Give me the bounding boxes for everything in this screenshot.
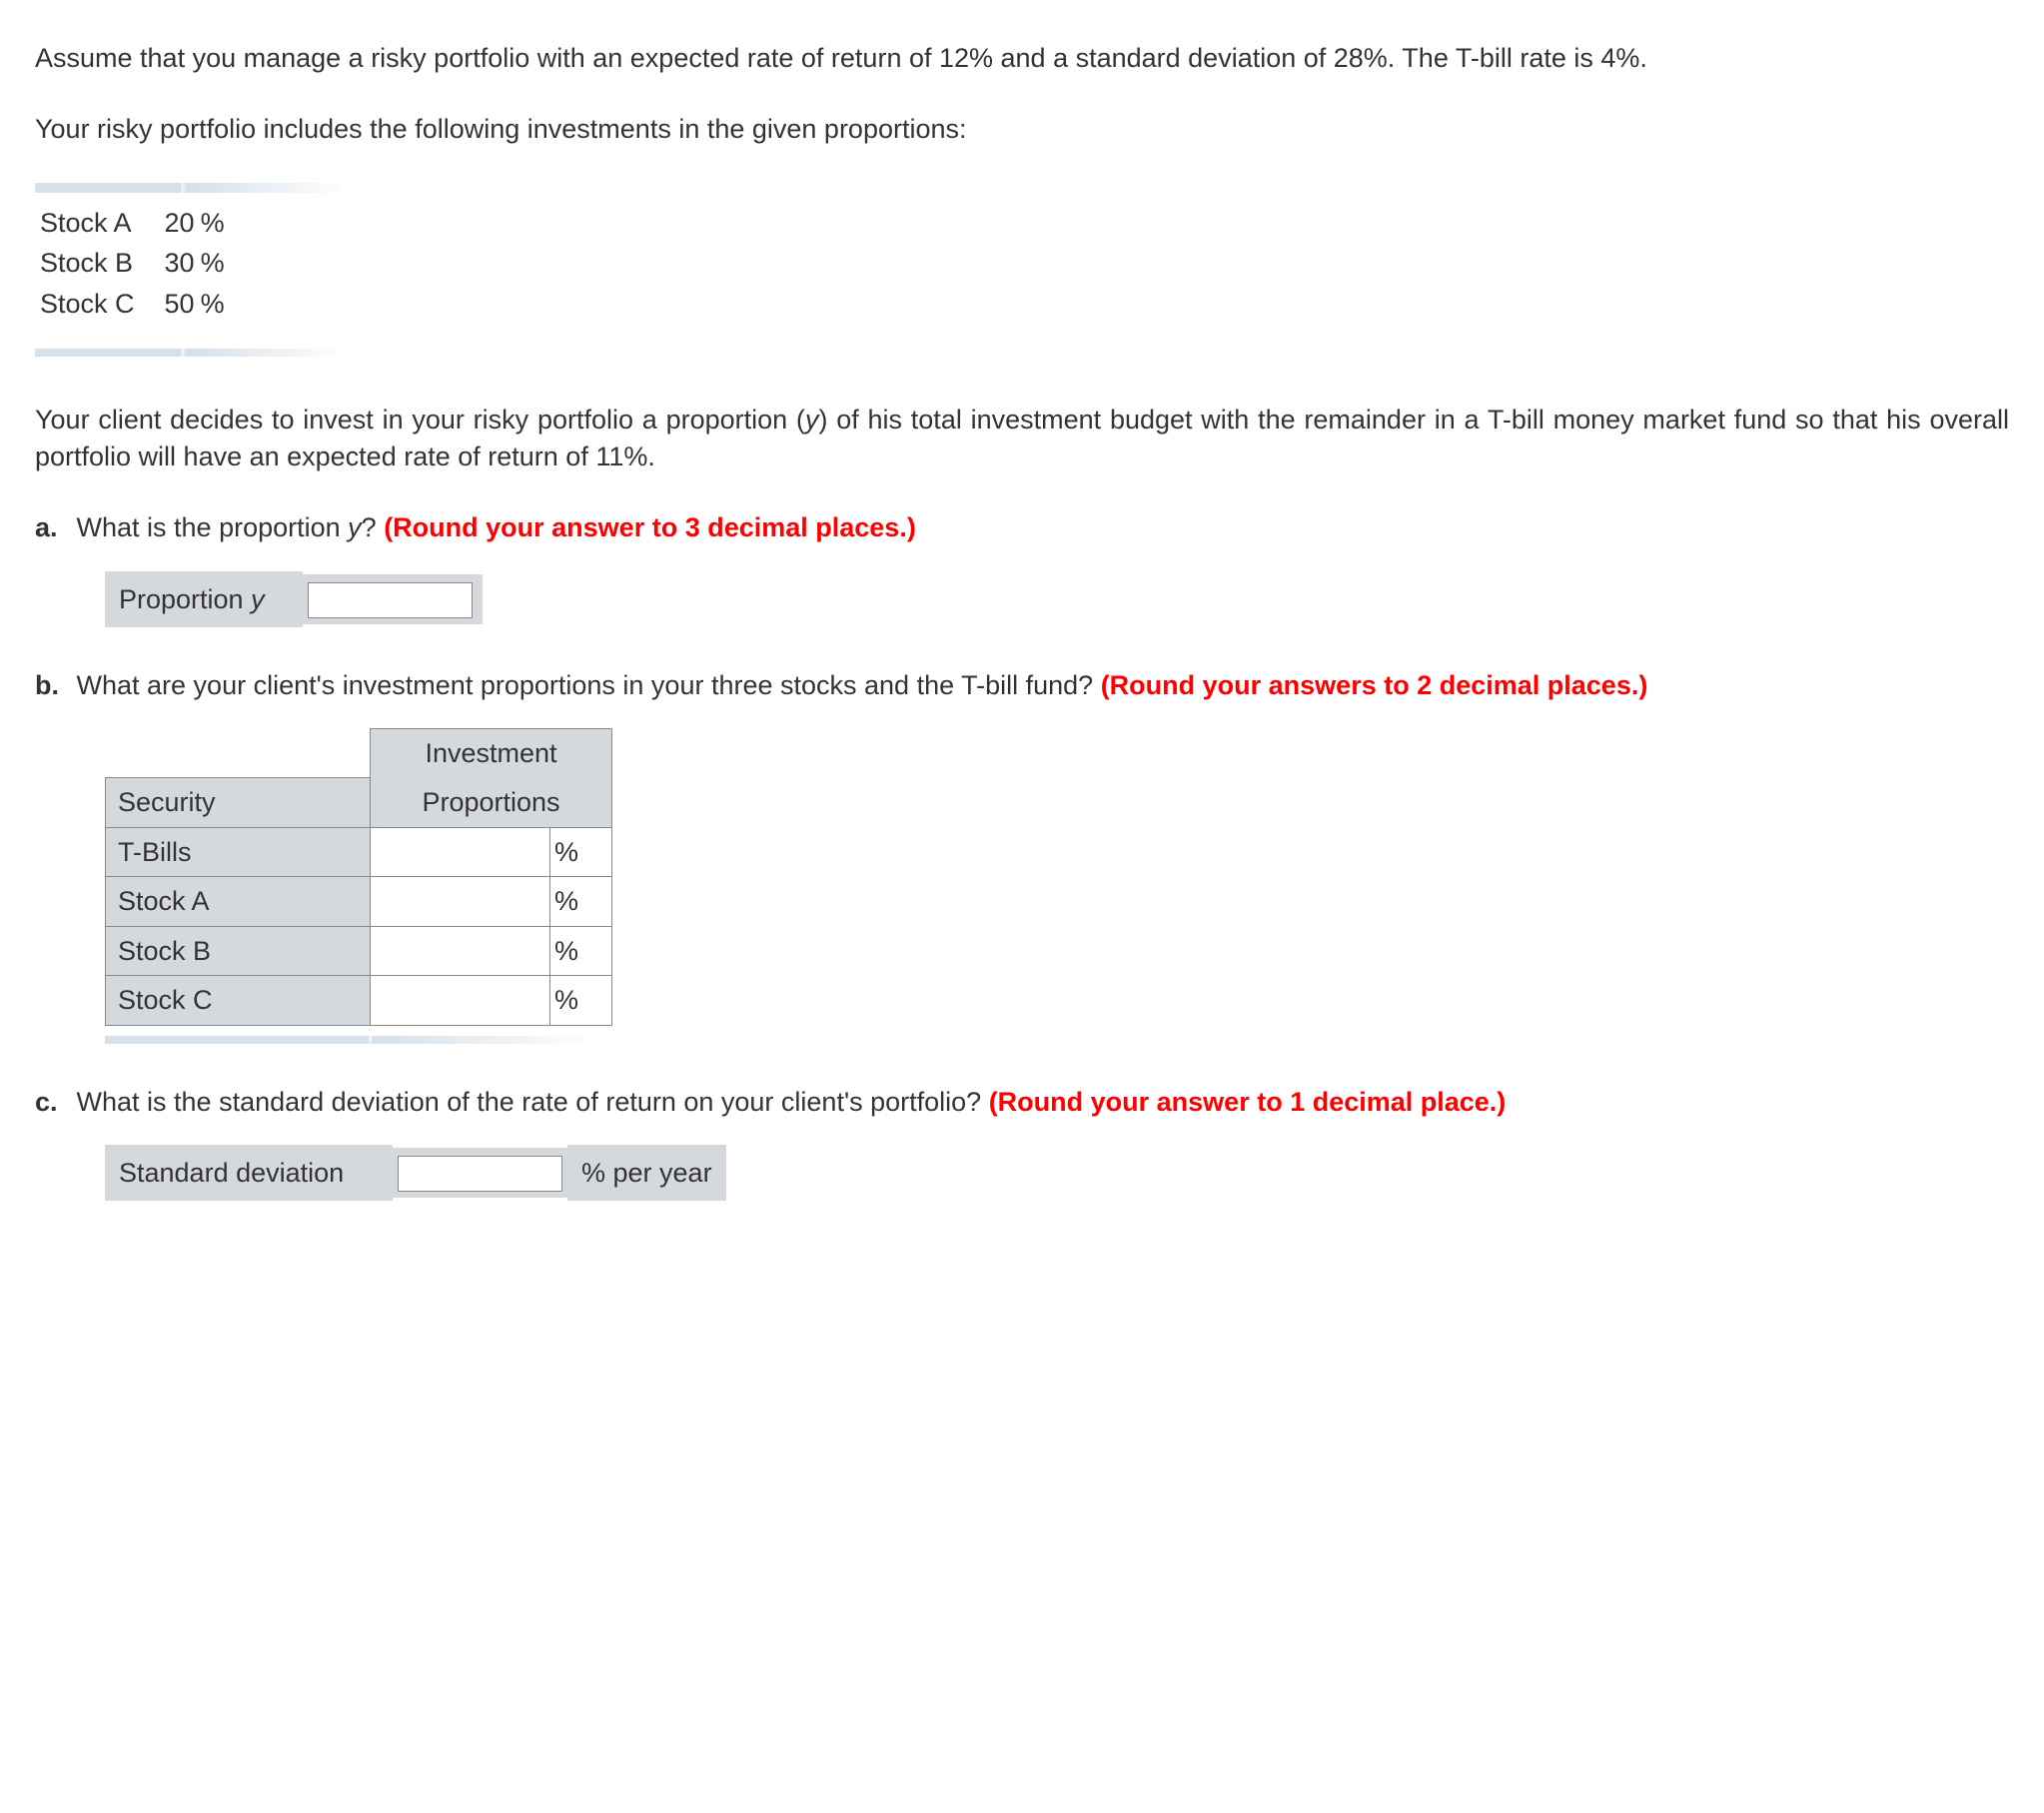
question-text: What is the standard deviation of the ra… [77, 1087, 989, 1117]
text: Your client decides to invest in your ri… [35, 405, 805, 435]
standard-deviation-input[interactable] [398, 1156, 562, 1192]
stock-c-input[interactable] [373, 985, 542, 1019]
col-header: Security [106, 778, 371, 827]
intro-paragraph-1: Assume that you manage a risky portfolio… [35, 40, 2009, 76]
stock-a-input[interactable] [373, 886, 542, 920]
unit: % [550, 926, 612, 975]
question-c: c. What is the standard deviation of the… [35, 1084, 2009, 1120]
col-header: Proportions [371, 778, 612, 827]
table-row: Stock C % [106, 976, 612, 1025]
question-a: a. What is the proportion y? (Round your… [35, 509, 2009, 545]
table-row: Stock A % [106, 877, 612, 926]
security-name: Stock A [106, 877, 371, 926]
security-name: Stock C [106, 976, 371, 1025]
table-accent-bottom [35, 349, 340, 357]
stock-unit: % [199, 203, 250, 243]
stock-value: 20 [160, 203, 199, 243]
table-header-row: Investment [106, 729, 612, 778]
hint-text: (Round your answers to 2 decimal places.… [1101, 670, 1648, 700]
table-row: Stock A 20 % [35, 203, 250, 243]
table-row: T-Bills % [106, 827, 612, 876]
table-accent-bottom [105, 1036, 584, 1044]
table-accent-top [35, 183, 340, 193]
col-header: Investment [371, 729, 612, 778]
answer-b-block: Investment Security Proportions T-Bills … [105, 728, 2009, 1043]
variable-y: y [805, 405, 819, 435]
stock-proportions-table: Stock A 20 % Stock B 30 % Stock C 50 % [35, 203, 250, 324]
question-label: c. [35, 1084, 69, 1120]
security-name: Stock B [106, 926, 371, 975]
stock-b-input[interactable] [373, 935, 542, 969]
proportion-y-input[interactable] [308, 582, 473, 618]
stock-value: 50 [160, 284, 199, 324]
investment-proportions-table: Investment Security Proportions T-Bills … [105, 728, 612, 1025]
unit-label: % per year [567, 1145, 726, 1201]
stock-name: Stock C [35, 284, 160, 324]
answer-label-cell: Proportion y [105, 571, 303, 627]
stock-unit: % [199, 284, 250, 324]
variable-y: y [348, 512, 362, 542]
stock-name: Stock B [35, 243, 160, 283]
table-row: Stock B % [106, 926, 612, 975]
table-row: Stock C 50 % [35, 284, 250, 324]
stock-name: Stock A [35, 203, 160, 243]
answer-label-cell: Standard deviation [105, 1145, 393, 1201]
table-header-row: Security Proportions [106, 778, 612, 827]
answer-c-block: Standard deviation % per year [105, 1145, 2009, 1201]
hint-text: (Round your answer to 3 decimal places.) [384, 512, 916, 542]
answer-a-block: Proportion y [105, 571, 2009, 627]
variable-y: y [251, 584, 265, 614]
question-label: b. [35, 667, 69, 703]
stock-unit: % [199, 243, 250, 283]
question-b: b. What are your client's investment pro… [35, 667, 2009, 703]
table-row: Stock B 30 % [35, 243, 250, 283]
unit: % [550, 877, 612, 926]
intro-paragraph-2: Your risky portfolio includes the follow… [35, 111, 2009, 147]
stock-value: 30 [160, 243, 199, 283]
question-label: a. [35, 509, 69, 545]
question-text: What are your client's investment propor… [77, 670, 1101, 700]
tbills-input[interactable] [373, 836, 542, 870]
security-name: T-Bills [106, 827, 371, 876]
question-text: ? [362, 512, 385, 542]
text: Proportion [119, 584, 251, 614]
unit: % [550, 827, 612, 876]
hint-text: (Round your answer to 1 decimal place.) [989, 1087, 1507, 1117]
question-text: What is the proportion [77, 512, 349, 542]
unit: % [550, 976, 612, 1025]
intro-paragraph-3: Your client decides to invest in your ri… [35, 402, 2009, 474]
